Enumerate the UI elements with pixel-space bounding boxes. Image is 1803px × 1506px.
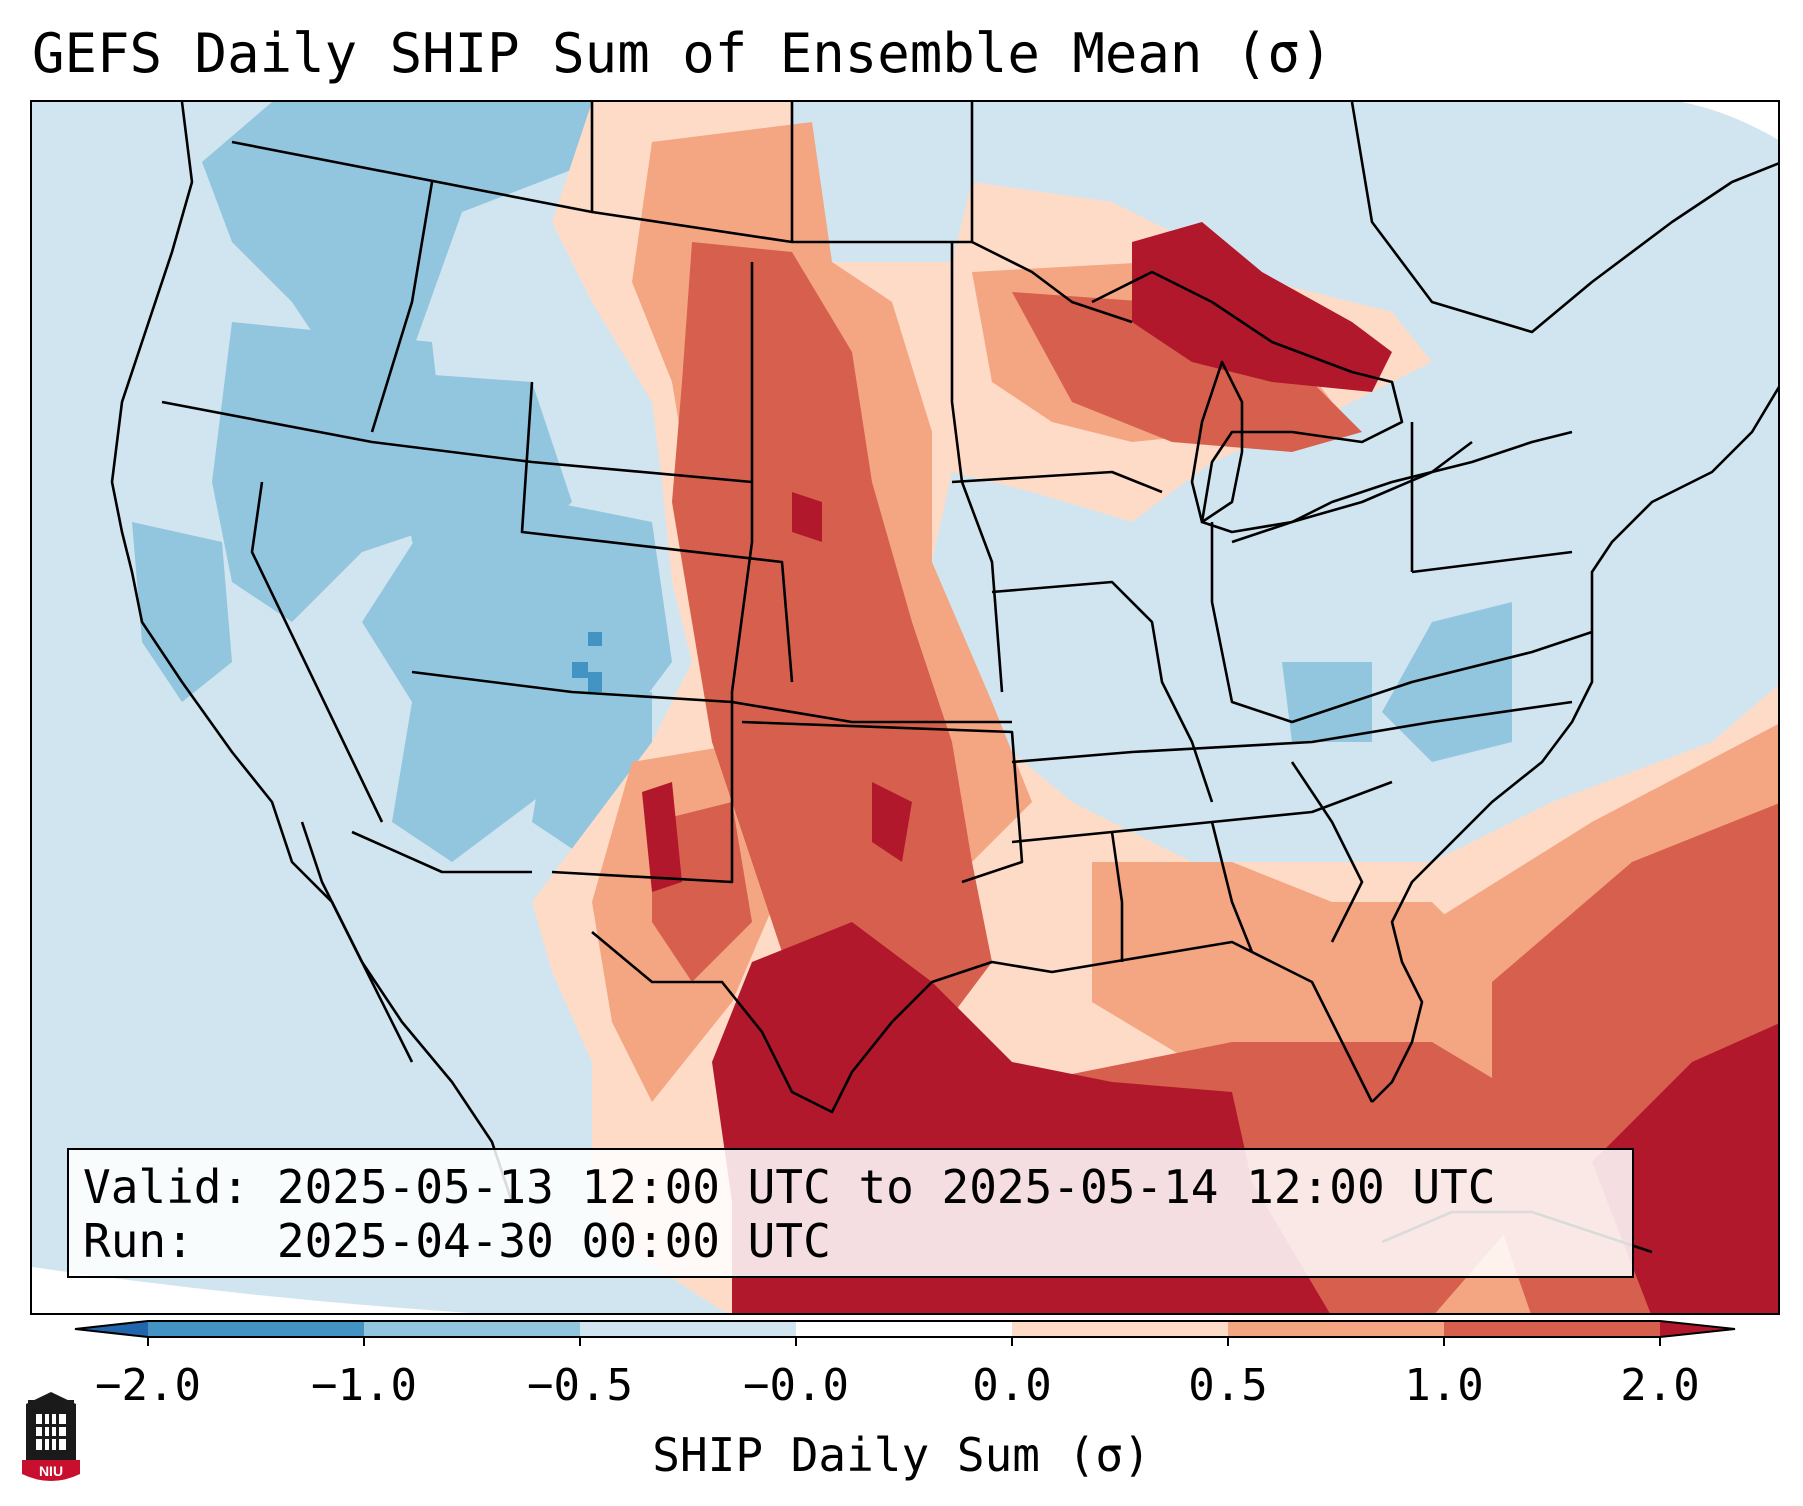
- state-line-17: [1290, 761, 1364, 943]
- strong-negative-pixels: [572, 632, 602, 692]
- negative-anomaly-region: [132, 102, 1512, 862]
- colorbar-bin-5: [1228, 1321, 1444, 1337]
- valid-value: 2025-05-13 12:00 UTC to 2025-05-14 12:00…: [276, 1160, 1496, 1214]
- valid-label: Valid:: [83, 1160, 250, 1214]
- state-line-7: [351, 830, 532, 874]
- east-coast: [1371, 386, 1778, 1103]
- canada-provinces: [590, 102, 1778, 334]
- state-line-8: [741, 720, 1024, 884]
- colorbar-bin-6: [1444, 1321, 1660, 1337]
- run-label: Run:: [83, 1214, 194, 1268]
- colorbar-ticks: [147, 1337, 1661, 1346]
- great-lakes: [1091, 270, 1473, 534]
- valid-run-info-box: Valid: 2025-05-13 12:00 UTC to 2025-05-1…: [67, 1148, 1634, 1278]
- state-line-15: [1110, 831, 1124, 962]
- colorbar-tick-label: 0.0: [972, 1360, 1052, 1411]
- baja-coast: [300, 821, 414, 1063]
- run-row: Run: 2025-04-30 00:00 UTC: [83, 1214, 1632, 1268]
- state-line-16: [1210, 821, 1254, 953]
- logo-text: NIU: [39, 1463, 63, 1479]
- state-line-11: [991, 580, 1214, 803]
- colorbar-tick-label: 0.5: [1188, 1360, 1268, 1411]
- colorbar-over-triangle: [1660, 1321, 1735, 1337]
- state-line-19: [1411, 550, 1573, 574]
- ship-anomaly-map: [32, 102, 1778, 1313]
- colorbar-bin-neutral: [796, 1321, 1012, 1337]
- map-title: GEFS Daily SHIP Sum of Ensemble Mean (σ): [32, 22, 1333, 85]
- colorbar-tick-label: −1.0: [311, 1360, 417, 1411]
- colorbar-label: SHIP Daily Sum (σ): [652, 1428, 1151, 1482]
- state-line-10: [951, 470, 1163, 494]
- state-line-6: [551, 262, 754, 884]
- colorbar-bin-1: [148, 1321, 364, 1337]
- valid-row: Valid: 2025-05-13 12:00 UTC to 2025-05-1…: [83, 1160, 1632, 1214]
- projection-edge-top: [1682, 102, 1778, 140]
- colorbar-bin-3: [580, 1321, 796, 1337]
- colorbar-tick-label: −0.0: [743, 1360, 849, 1411]
- state-line-1: [161, 400, 753, 484]
- state-line-4: [520, 381, 794, 683]
- state-line-13: [1011, 700, 1573, 764]
- lake-michigan: [1190, 360, 1244, 524]
- run-value: 2025-04-30 00:00 UTC: [276, 1214, 831, 1268]
- colorbar-tick-label: −2.0: [95, 1360, 201, 1411]
- state-line-3: [250, 481, 384, 823]
- niu-logo: NIU: [22, 1392, 80, 1481]
- colorbar-bin-4: [1012, 1321, 1228, 1337]
- colorbar-tick-label: −0.5: [527, 1360, 633, 1411]
- state-line-2: [370, 181, 434, 433]
- gulf-coast: [591, 931, 1374, 1114]
- west-coast: [110, 102, 514, 1203]
- state-line-12: [1210, 522, 1593, 724]
- map-panel: [30, 100, 1780, 1315]
- colorbar: [74, 1320, 1736, 1346]
- colorbar-under-triangle: [75, 1321, 148, 1337]
- colorbar-tick-label: 1.0: [1404, 1360, 1484, 1411]
- state-line-18: [1231, 430, 1573, 544]
- colorbar-tick-label: 2.0: [1620, 1360, 1700, 1411]
- colorbar-bin-2: [364, 1321, 580, 1337]
